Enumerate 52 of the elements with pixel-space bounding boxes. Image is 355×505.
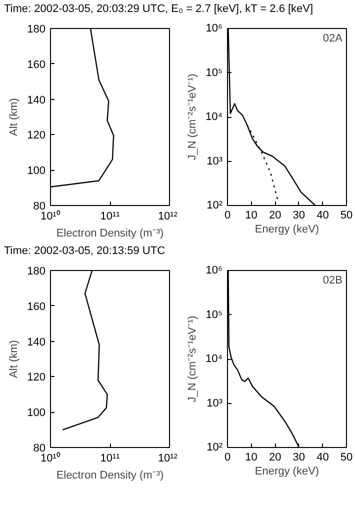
y-tick-label: 100 (27, 407, 46, 420)
x-tick-label: 50 (340, 452, 353, 464)
x-tick-label: 10¹¹ (100, 210, 120, 222)
y-tick-label: 10³ (206, 397, 223, 410)
chart-title: Time: 2002-03-05, 20:13:59 UTC (4, 244, 166, 259)
x-tick-label: 30 (292, 210, 306, 222)
y-tick-label: 80 (33, 442, 46, 454)
y-tick-label: 10⁶ (206, 264, 222, 276)
y-tick-label: 120 (27, 130, 46, 142)
annotation: 02A (322, 32, 344, 44)
x-tick-label: 10 (245, 452, 258, 464)
y-tick-label: 10⁴ (206, 111, 223, 123)
y-tick-label: 10⁵ (206, 66, 222, 79)
x-axis-title: Electron Density (m⁻³) (56, 228, 164, 240)
y-tick-label: 10² (206, 442, 223, 454)
y-tick-label: 10³ (206, 155, 223, 168)
y-tick-label: 100 (27, 165, 46, 178)
annotation: 02B (322, 274, 343, 286)
x-tick-label: 20 (268, 210, 282, 222)
y-tick-label: 10⁴ (206, 353, 223, 365)
y-axis-title: Alt (km) (8, 98, 20, 136)
y-tick-label: 10⁶ (206, 22, 222, 34)
x-tick-label: 10¹⁰ (40, 452, 60, 464)
y-tick-label: 180 (27, 266, 46, 278)
x-tick-label: 30 (292, 452, 306, 464)
x-tick-label: 40 (316, 452, 329, 464)
y-tick-label: 140 (27, 94, 46, 106)
x-tick-label: 20 (268, 452, 282, 464)
y-tick-label: 80 (33, 200, 46, 212)
chart-title: Time: 2002-03-05, 20:03:29 UTC, E₀ = 2.7 [keV], kT = 2.6 [keV] (4, 2, 314, 17)
y-axis-title: Alt (km) (8, 340, 20, 378)
y-tick-label: 10² (206, 200, 223, 212)
x-tick-label: 50 (340, 210, 353, 222)
x-axis-title: Energy (keV) (254, 466, 320, 478)
y-tick-label: 160 (27, 300, 46, 313)
y-tick-label: 140 (27, 336, 46, 348)
y-axis-title: J_N (cm⁻²s⁻¹eV⁻¹) (186, 74, 199, 160)
x-tick-label: 10¹⁰ (40, 210, 60, 222)
y-tick-label: 180 (27, 24, 46, 36)
x-tick-label: 10 (245, 210, 258, 222)
x-axis-title: Electron Density (m⁻³) (56, 470, 164, 482)
y-axis-title: J_N (cm⁻²s⁻¹eV⁻¹) (186, 316, 199, 402)
x-tick-label: 10¹¹ (100, 452, 120, 464)
x-tick-label: 0 (224, 210, 231, 222)
y-tick-label: 160 (27, 58, 46, 71)
x-tick-label: 40 (316, 210, 329, 222)
x-tick-label: 10¹² (158, 452, 178, 464)
x-tick-label: 0 (224, 452, 231, 464)
x-tick-label: 10¹² (158, 210, 178, 222)
x-axis-title: Energy (keV) (254, 224, 320, 236)
y-tick-label: 120 (27, 372, 46, 384)
y-tick-label: 10⁵ (206, 308, 222, 321)
